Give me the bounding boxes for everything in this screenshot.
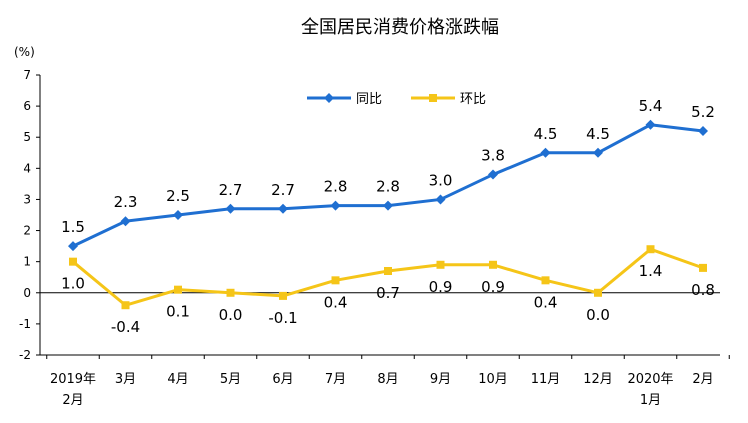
y-tick-label: 1 [23,255,31,269]
data-point-marker [488,169,498,180]
x-category-label: 12月 [583,372,613,387]
data-label: 2.7 [271,181,295,199]
data-label: 2.5 [166,187,190,205]
data-label: 0.9 [481,278,505,296]
y-unit-label: (%) [14,45,35,59]
data-label: 0.0 [586,306,610,324]
data-point-marker [646,245,655,254]
data-point-marker [225,203,236,214]
x-category-label: 5月 [220,372,241,387]
data-point-marker [331,276,340,285]
data-point-marker [436,260,445,269]
y-tick-label: -1 [19,317,31,331]
x-category-label: 6月 [272,372,293,387]
y-tick-label: -2 [19,348,31,362]
legend-label-1: 环比 [460,92,486,107]
data-point-marker [226,288,235,297]
legend: 同比 环比 [307,92,486,107]
data-point-marker [435,194,446,205]
data-point-marker [645,119,656,130]
data-point-marker [698,126,708,136]
x-category-label: 2月 [62,393,83,408]
data-label: 4.5 [534,125,558,143]
data-point-marker [540,147,551,158]
x-category-label: 3月 [115,372,136,387]
x-category-label: 9月 [430,372,451,387]
x-category-label: 2月 [692,372,713,387]
data-point-marker [69,257,77,266]
data-point-marker [383,200,393,211]
data-label: 0.1 [166,303,190,321]
y-tick-label: 5 [23,130,31,144]
series-lines [68,119,708,310]
legend-label-0: 同比 [356,92,382,107]
data-label: 0.0 [219,306,243,324]
data-label: 2.3 [114,193,138,211]
x-category-label: 8月 [377,372,398,387]
data-label: 3.0 [429,171,453,189]
data-label: 5.2 [691,103,715,121]
data-point-marker [384,267,392,275]
data-label: 0.4 [534,293,558,311]
data-point-marker [279,291,287,300]
axes: -2 -1 0 1 2 3 4 5 6 7 2019年 2月 3月 4月 5月 6月 7月 8月 9月 10月 11月 1… [19,68,730,408]
x-category-label: 4月 [167,372,188,387]
data-point-marker [330,200,341,211]
y-tick-label: 4 [23,161,31,175]
data-point-marker [68,241,78,252]
data-label: 0.7 [376,284,400,302]
data-label: 1.0 [61,275,85,293]
data-point-marker [594,288,602,297]
y-tick-label: 3 [23,192,31,206]
data-point-marker [699,263,707,272]
data-label: 2.8 [324,178,348,196]
y-tick-label: 2 [23,224,31,238]
data-point-marker [541,276,550,285]
x-category-label: 11月 [531,372,561,387]
legend-marker-0 [324,93,334,103]
data-labels: 1.5 2.3 2.5 2.7 2.7 2.8 2.8 3.0 3.8 4.5 4.5 5.4 5.2 1… [61,97,715,336]
legend-marker-1 [429,94,437,102]
data-label: 0.4 [324,293,348,311]
x-category-label: 1月 [640,393,661,408]
data-label: 0.9 [429,278,453,296]
data-label: 1.5 [61,218,85,236]
data-label: 4.5 [586,125,610,143]
data-point-marker [593,147,603,158]
data-point-marker [174,285,182,294]
data-label: 5.4 [639,97,663,115]
data-point-marker [489,260,497,269]
data-point-marker [278,203,288,214]
x-category-label: 7月 [325,372,346,387]
x-category-label: 2020年 [627,372,673,387]
data-label: -0.4 [111,318,140,336]
data-label: 2.7 [219,181,243,199]
y-tick-label: 0 [23,286,31,300]
data-point-marker [120,216,131,227]
data-point-marker [121,301,130,310]
x-category-label: 2019年 [50,372,96,387]
y-tick-label: 6 [23,99,31,113]
data-point-marker [173,210,183,220]
data-label: 2.8 [376,178,400,196]
y-tick-label: 7 [23,68,31,82]
data-label: 0.8 [691,281,715,299]
x-category-label: 10月 [478,372,508,387]
chart-title: 全国居民消费价格涨跌幅 [301,17,499,38]
data-label: 1.4 [639,262,663,280]
data-label: -0.1 [268,309,297,327]
data-label: 3.8 [481,147,505,165]
